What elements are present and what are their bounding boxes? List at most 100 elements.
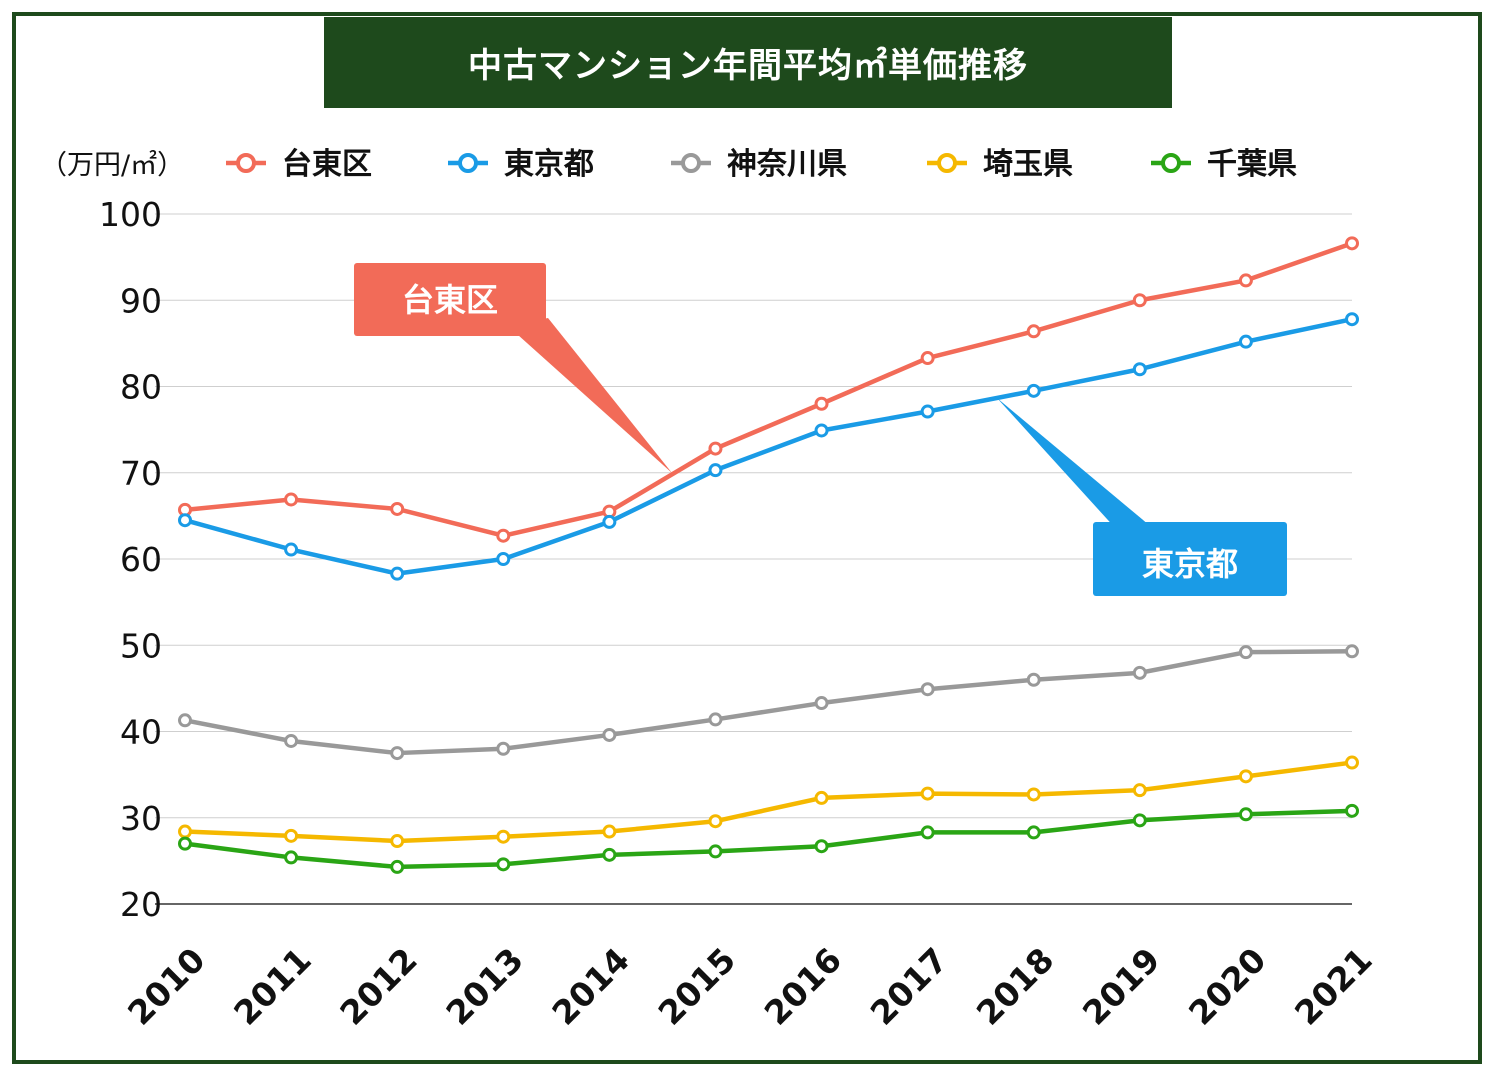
series-line	[182, 241, 1355, 538]
data-point	[1026, 324, 1041, 339]
y-tick-label: 70	[120, 454, 162, 493]
legend-label: 千葉県	[1207, 147, 1297, 182]
data-point	[920, 351, 935, 366]
gridlines	[155, 213, 1352, 905]
callout-box	[1093, 522, 1287, 596]
y-tick-label: 50	[120, 626, 162, 665]
data-point	[814, 696, 829, 711]
x-tick-label: 2014	[544, 940, 637, 1033]
legend-swatch-marker	[1161, 153, 1181, 173]
data-point	[1238, 273, 1253, 288]
y-tick-label: 40	[120, 713, 162, 752]
legend: （万円/㎡） 台東区 東京都 神奈川県 埼玉県 千葉県	[40, 147, 1297, 182]
data-point	[284, 492, 299, 507]
data-point	[390, 566, 405, 581]
data-point	[602, 514, 617, 529]
x-tick-label: 2015	[651, 940, 744, 1033]
x-tick-label: 2021	[1287, 940, 1380, 1033]
data-point	[1132, 665, 1147, 680]
data-point	[708, 441, 723, 456]
data-point	[1345, 644, 1359, 659]
x-tick-label: 2010	[120, 940, 213, 1033]
x-tick-label: 2012	[332, 940, 425, 1033]
legend-label: 埼玉県	[983, 147, 1073, 182]
data-point	[496, 741, 511, 756]
y-tick-label: 100	[99, 195, 162, 234]
data-point	[178, 824, 192, 839]
x-tick-label: 2017	[863, 940, 956, 1033]
x-tick-label: 2020	[1181, 940, 1274, 1033]
data-point	[1238, 769, 1253, 784]
data-point	[1132, 362, 1147, 377]
legend-label: 台東区	[282, 147, 372, 182]
y-tick-label: 60	[120, 540, 162, 579]
data-point	[284, 850, 299, 865]
data-point	[920, 682, 935, 697]
x-tick-label: 2013	[438, 940, 531, 1033]
legend-label: 神奈川県	[727, 147, 847, 182]
data-point	[1238, 645, 1253, 660]
y-tick-label: 80	[120, 368, 162, 407]
x-tick-label: 2019	[1075, 940, 1168, 1033]
data-point	[1132, 293, 1147, 308]
chart-frame	[12, 12, 1482, 1064]
data-point	[602, 847, 617, 862]
legend-swatch-marker	[937, 153, 957, 173]
callout-box	[354, 263, 546, 336]
data-point	[814, 396, 829, 411]
data-point	[708, 712, 723, 727]
data-point	[708, 814, 723, 829]
y-axis-unit-label: （万円/㎡）	[40, 150, 184, 181]
data-point	[814, 790, 829, 805]
data-point	[1026, 787, 1041, 802]
legend-swatch-marker	[681, 153, 701, 173]
data-point	[1345, 236, 1359, 251]
chart-title: 中古マンション年間平均㎡単価推移	[324, 17, 1172, 108]
data-point	[814, 423, 829, 438]
data-point	[1345, 312, 1359, 327]
data-point	[602, 727, 617, 742]
data-point	[390, 859, 405, 874]
data-point	[708, 844, 723, 859]
y-tick-label: 90	[120, 281, 162, 320]
data-point	[178, 713, 192, 728]
data-point	[1026, 825, 1041, 840]
data-point	[708, 463, 723, 478]
data-point	[1132, 813, 1147, 828]
data-point	[1345, 803, 1359, 818]
data-point	[390, 746, 405, 761]
y-tick-label: 20	[120, 885, 162, 924]
legend-swatch-marker	[236, 153, 256, 173]
data-point	[284, 828, 299, 843]
data-point	[1345, 755, 1359, 770]
series-lines	[178, 236, 1359, 874]
series-line	[182, 808, 1355, 870]
data-point	[1132, 783, 1147, 798]
x-tick-label: 2018	[969, 940, 1062, 1033]
data-point	[814, 839, 829, 854]
data-point	[920, 786, 935, 801]
data-point	[1026, 672, 1041, 687]
data-point	[178, 836, 192, 851]
data-point	[178, 513, 192, 528]
series-line	[182, 316, 1355, 576]
legend-label: 東京都	[504, 147, 594, 182]
y-tick-label: 30	[120, 799, 162, 838]
series-line	[182, 649, 1355, 756]
callout-pointer	[997, 398, 1155, 530]
data-point	[602, 824, 617, 839]
data-point	[496, 857, 511, 872]
callout-label: 台東区	[402, 281, 498, 319]
legend-swatch-marker	[458, 153, 478, 173]
data-point	[1238, 334, 1253, 349]
data-point	[284, 733, 299, 748]
data-point	[496, 552, 511, 566]
y-axis-ticks: 20 30 40 50 60 70 80 90 100	[99, 195, 162, 924]
callout-pointer	[508, 318, 672, 473]
series-line	[182, 760, 1355, 844]
data-point	[496, 528, 511, 543]
data-point	[284, 542, 299, 557]
data-point	[496, 829, 511, 844]
